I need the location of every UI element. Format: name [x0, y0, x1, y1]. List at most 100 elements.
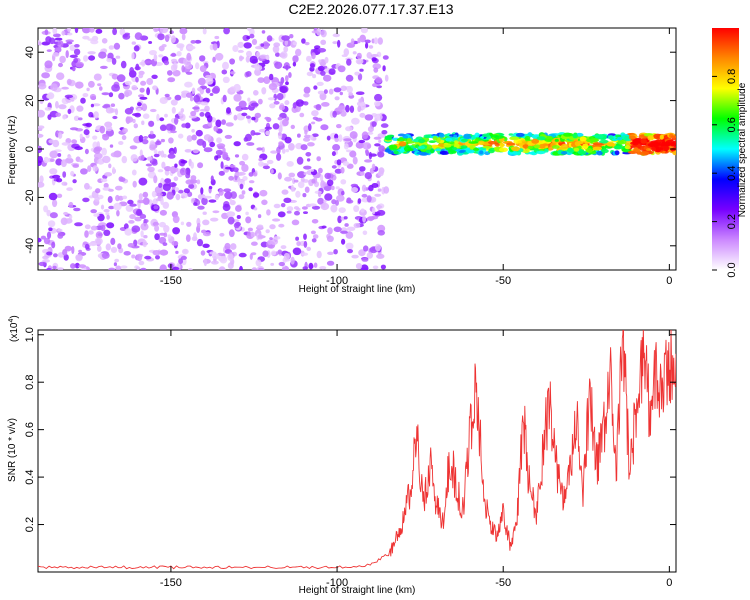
noise-cell: [321, 102, 330, 107]
noise-cell: [215, 149, 223, 156]
noise-cell: [74, 222, 83, 227]
noise-cell: [311, 219, 319, 224]
noise-cell: [252, 171, 258, 177]
noise-cell: [113, 42, 121, 50]
colorbar: 0.0 0.2 0.4 0.6 0.8 Normalized spectral ampl…: [712, 28, 748, 278]
noise-cell: [168, 182, 177, 188]
noise-cell: [80, 97, 86, 104]
noise-cell: [158, 54, 164, 58]
noise-cell: [166, 191, 174, 200]
noise-cell: [342, 161, 349, 166]
noise-cell: [90, 39, 99, 45]
band-cell: [469, 144, 476, 150]
noise-cell: [38, 133, 44, 138]
noise-cell: [289, 34, 294, 39]
noise-cell: [316, 81, 324, 86]
noise-cell: [323, 74, 332, 82]
noise-cell: [142, 197, 150, 205]
noise-cell: [317, 191, 322, 198]
noise-cell: [317, 48, 327, 53]
band-cell: [606, 142, 615, 147]
noise-cell: [222, 94, 227, 103]
noise-cell: [139, 96, 148, 100]
noise-cell: [185, 71, 193, 75]
noise-cell: [71, 139, 78, 144]
noise-cell: [162, 242, 168, 247]
band-cell: [632, 140, 639, 146]
noise-cell: [295, 48, 302, 57]
noise-cell: [351, 117, 360, 125]
noise-cell: [111, 84, 120, 92]
noise-cell: [300, 144, 308, 151]
noise-cell: [40, 235, 47, 240]
noise-cell: [323, 89, 328, 94]
noise-cell: [108, 205, 115, 210]
noise-cell: [255, 65, 263, 71]
noise-cell: [78, 264, 87, 269]
noise-cell: [360, 264, 369, 270]
noise-cell: [225, 156, 231, 161]
noise-cell: [113, 262, 117, 267]
noise-cell: [125, 116, 134, 123]
noise-cell: [316, 156, 322, 162]
noise-cell: [237, 179, 245, 187]
noise-cell: [320, 180, 326, 189]
noise-cell: [138, 73, 144, 79]
noise-cell: [82, 35, 90, 40]
snr-multiplier-exp: 4: [8, 319, 15, 323]
noise-cell: [143, 235, 148, 239]
noise-cell: [299, 112, 305, 118]
noise-cell: [107, 52, 114, 60]
noise-cell: [129, 67, 135, 75]
noise-cell: [140, 230, 144, 238]
band-cell: [461, 138, 468, 142]
noise-cell: [57, 233, 64, 239]
band-cell: [593, 134, 604, 139]
noise-cell: [75, 254, 83, 261]
noise-cell: [335, 200, 339, 206]
noise-cell: [227, 262, 234, 269]
noise-cell: [376, 85, 382, 89]
noise-cell: [186, 92, 193, 98]
noise-cell: [280, 203, 286, 208]
noise-cell: [245, 71, 252, 77]
noise-cell: [61, 181, 68, 186]
band-cell: [585, 148, 593, 153]
noise-cell: [200, 101, 209, 106]
snr-panel: -150 -100 -50 0 0.2 0.4 0.6 0.8 1.0 Height of st…: [7, 315, 677, 596]
noise-cell: [151, 190, 157, 198]
noise-cell: [174, 187, 180, 193]
noise-cell: [57, 153, 62, 157]
band-cell: [435, 148, 442, 152]
noise-cell: [90, 225, 98, 231]
noise-cell: [214, 35, 220, 40]
noise-cell: [312, 74, 317, 79]
noise-cell: [315, 104, 322, 111]
noise-cell: [149, 50, 157, 56]
noise-cell: [170, 99, 178, 106]
x-tick-label: -50: [495, 577, 511, 589]
noise-cell: [139, 61, 146, 66]
noise-cell: [284, 176, 293, 182]
noise-cell: [224, 242, 231, 250]
noise-cell: [143, 136, 149, 139]
noise-cell: [262, 250, 269, 257]
noise-cell: [356, 52, 362, 60]
noise-cell: [238, 194, 245, 200]
noise-cell: [359, 68, 364, 72]
noise-cell: [251, 267, 258, 270]
noise-cell: [292, 247, 302, 256]
noise-cell: [74, 44, 80, 48]
band-cell: [512, 151, 522, 156]
noise-cell: [320, 29, 327, 38]
band-cell: [506, 142, 516, 146]
noise-cell: [136, 254, 143, 262]
noise-cell: [161, 161, 166, 169]
noise-cell: [140, 267, 147, 270]
band-cell: [407, 148, 414, 152]
noise-cell: [58, 62, 63, 68]
noise-cell: [138, 193, 143, 201]
noise-cell: [373, 136, 382, 140]
noise-cell: [304, 129, 308, 135]
noise-cell: [352, 156, 358, 165]
